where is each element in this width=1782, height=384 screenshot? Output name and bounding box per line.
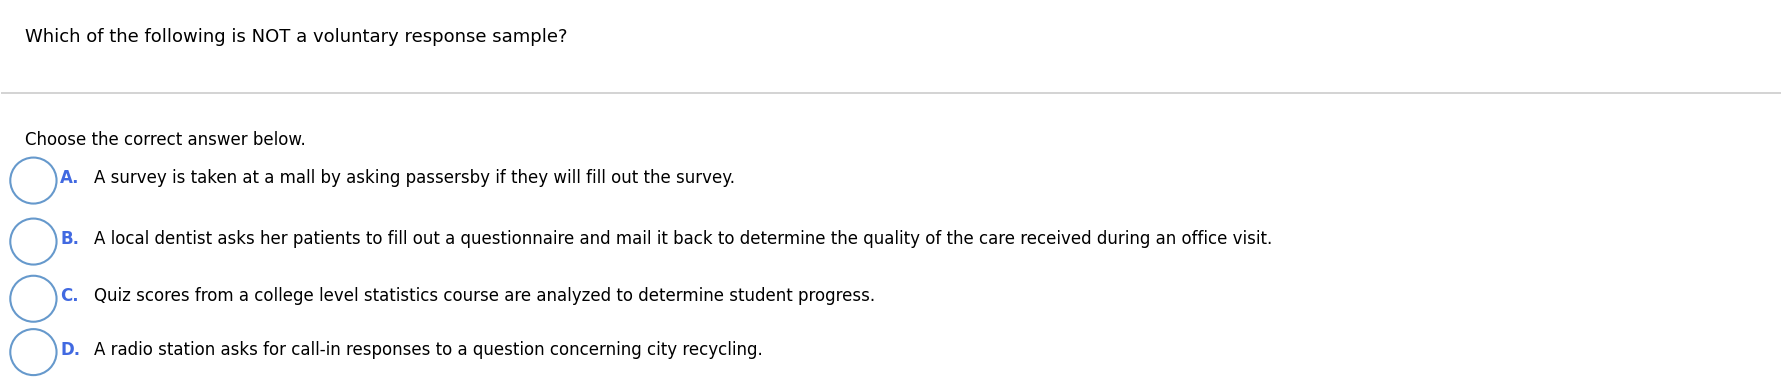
Text: A.: A. [61, 169, 80, 187]
Text: Quiz scores from a college level statistics course are analyzed to determine stu: Quiz scores from a college level statist… [94, 287, 875, 305]
Text: A survey is taken at a mall by asking passersby if they will fill out the survey: A survey is taken at a mall by asking pa… [94, 169, 734, 187]
Text: C.: C. [61, 287, 78, 305]
Text: A local dentist asks her patients to fill out a questionnaire and mail it back t: A local dentist asks her patients to fil… [94, 230, 1272, 248]
Text: Which of the following is NOT a voluntary response sample?: Which of the following is NOT a voluntar… [25, 28, 567, 46]
Text: D.: D. [61, 341, 80, 359]
Text: Choose the correct answer below.: Choose the correct answer below. [25, 131, 305, 149]
Text: A radio station asks for call-in responses to a question concerning city recycli: A radio station asks for call-in respons… [94, 341, 763, 359]
Text: B.: B. [61, 230, 78, 248]
